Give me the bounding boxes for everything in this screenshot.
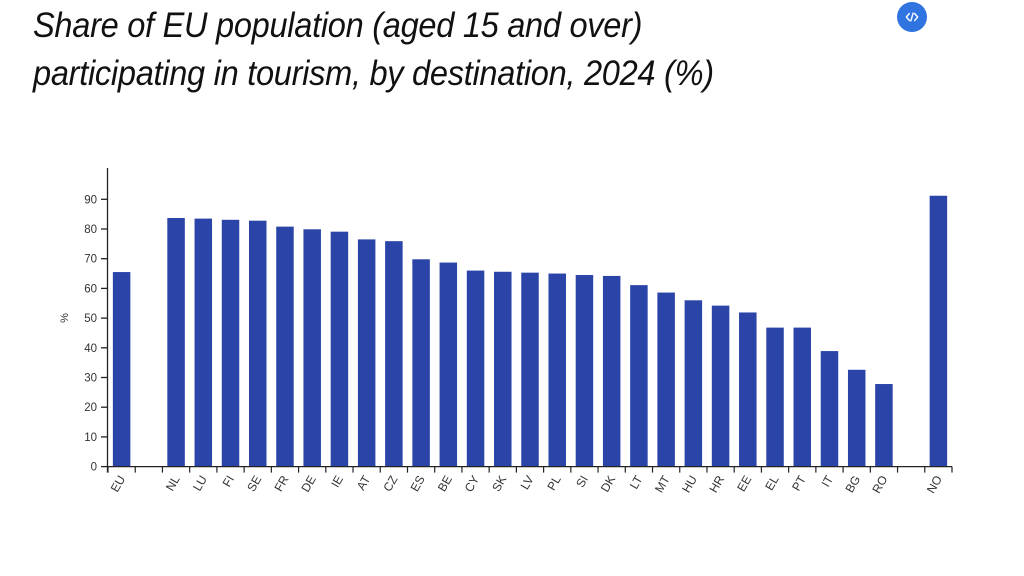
y-tick-label: 20 [84, 402, 97, 414]
x-tick-label: FR [271, 473, 291, 494]
bar-be[interactable]: BE: 68.7 [439, 262, 458, 467]
bar-lt[interactable]: LT: 61.1 [630, 285, 648, 467]
x-tick-label: SK [489, 473, 509, 494]
y-tick-label: 10 [84, 432, 97, 444]
x-tick-label: BE [435, 473, 455, 494]
code-embed-icon [905, 12, 919, 22]
chart-title: Share of EU population (aged 15 and over… [33, 6, 714, 93]
y-tick-label: 0 [91, 462, 97, 474]
x-tick-label: BG [843, 473, 864, 495]
bar-lv[interactable]: LV: 65.3 [521, 272, 539, 467]
y-tick-label: 80 [84, 224, 97, 236]
x-tick-label: IT [819, 473, 837, 490]
bar-es[interactable]: ES: 69.8 [412, 259, 430, 467]
bar-eu[interactable]: EU: 65.5 [112, 272, 131, 467]
x-tick-label: NL [163, 473, 183, 494]
bar-el[interactable]: EL: 46.8 [766, 327, 784, 467]
bar-no[interactable]: NO: 91.2 [929, 195, 948, 467]
bars-group: EU: 65.5 NL: 83.7 LU: 83.5 FI: 83.1 SE: 82.8… [112, 195, 948, 467]
bar-cy[interactable]: CY: 66 [466, 270, 485, 467]
y-tick-label: 60 [84, 283, 97, 295]
bar-ee[interactable]: EE: 51.9 [739, 312, 757, 467]
bar-nl[interactable]: NL: 83.7 [167, 218, 185, 467]
x-tick-label: PT [789, 473, 809, 494]
x-tick-label: EE [734, 473, 754, 494]
x-tick-label: CY [462, 473, 482, 494]
x-tick-label: PL [544, 473, 564, 493]
bar-hr[interactable]: HR: 54.2 [711, 305, 730, 467]
x-tick-label: AT [354, 473, 374, 493]
y-tick-label: 40 [84, 343, 97, 355]
x-tick-label: NO [924, 473, 945, 496]
y-tick-label: 90 [84, 194, 97, 206]
x-tick-label: DE [298, 473, 318, 494]
y-axis-label: % [59, 313, 71, 323]
x-tick-label: IE [328, 473, 346, 490]
x-tick-label: HU [679, 473, 700, 495]
x-tick-label: DK [598, 473, 618, 494]
bar-pl[interactable]: PL: 65 [548, 273, 566, 467]
bar-se[interactable]: SE: 82.8 [248, 220, 267, 467]
y-tick-label: 70 [84, 254, 97, 266]
bar-pt[interactable]: PT: 46.8 [793, 327, 812, 467]
bar-fr[interactable]: FR: 80.8 [276, 226, 294, 467]
y-tick-label: 50 [84, 313, 97, 325]
bar-hu[interactable]: HU: 56 [684, 300, 703, 467]
x-tick-label: LV [518, 473, 537, 492]
x-axis: EU NL LU FI SE FR DE IE AT CZ ES BE CY SK LV PL SI DK LT MT… [107, 465, 953, 496]
bar-sk[interactable]: SK: 65.6 [494, 271, 512, 467]
bar-bg[interactable]: BG: 32.6 [847, 369, 866, 467]
bar-mt[interactable]: MT: 58.6 [657, 292, 675, 467]
y-tick-label: 30 [84, 373, 97, 385]
x-tick-label: LT [627, 473, 646, 492]
y-axis: 0 10 20 30 40 50 60 70 80 90 [84, 168, 109, 474]
x-tick-label: ES [408, 473, 428, 494]
bar-si[interactable]: SI: 64.5 [575, 275, 594, 467]
bar-dk[interactable]: DK: 64.2 [602, 275, 621, 467]
x-tick-label: SE [244, 473, 264, 494]
bar-fi[interactable]: FI: 83.1 [221, 219, 240, 467]
x-tick-label: LU [190, 473, 210, 493]
bar-lu[interactable]: LU: 83.5 [194, 218, 213, 467]
bar-de[interactable]: DE: 79.9 [303, 229, 321, 467]
x-tick-label: HR [706, 473, 727, 495]
x-tick-label: SI [573, 473, 591, 490]
bar-at[interactable]: AT: 76.5 [357, 239, 376, 467]
x-tick-label: EL [762, 473, 782, 493]
x-tick-label: RO [869, 473, 890, 496]
x-tick-label: EU [108, 473, 128, 494]
embed-code-button[interactable] [897, 2, 927, 32]
bar-ie[interactable]: IE: 79.1 [330, 231, 349, 467]
bar-it[interactable]: IT: 38.9 [820, 351, 839, 467]
x-tick-label: MT [652, 473, 673, 496]
bar-ro[interactable]: RO: 27.8 [875, 384, 893, 467]
x-tick-label: CZ [380, 473, 400, 494]
x-tick-label: FI [220, 473, 237, 489]
bar-cz[interactable]: CZ: 75.9 [385, 241, 403, 467]
